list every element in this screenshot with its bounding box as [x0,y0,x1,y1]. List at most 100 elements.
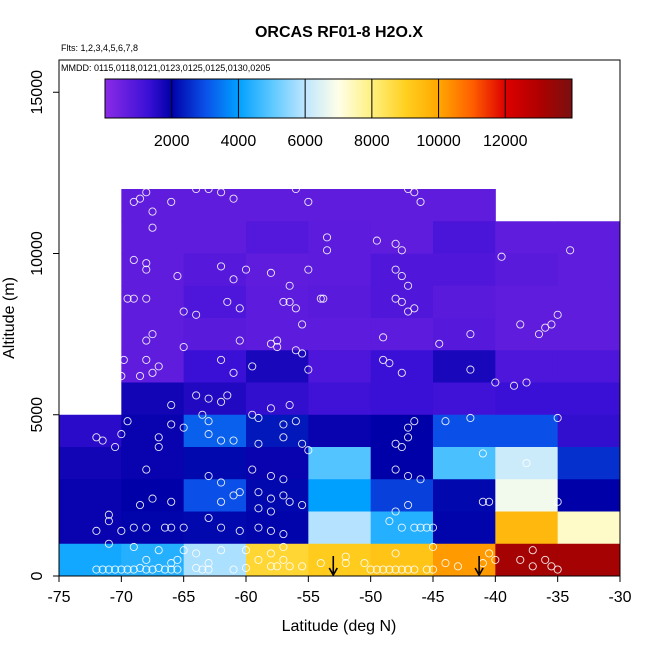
sample-point [129,197,138,206]
sample-point [422,523,431,532]
sample-point [160,523,170,532]
heatmap-cell [183,414,247,448]
heatmap-cell [183,318,247,351]
heatmap-cell [495,543,559,577]
sample-point [204,513,213,523]
sample-point [204,394,213,403]
heatmap-cell [246,543,309,577]
heatmap-cell [495,414,559,448]
x-axis: -75 -70 -65 -60 -55 -50 -45 -40 -35 -30 [47,576,632,606]
heatmap-cell [495,221,559,254]
sample-point [435,339,444,348]
heatmap-cell [246,511,309,545]
sample-point [316,294,325,303]
heatmap-cell [308,382,372,416]
sample-point [298,562,307,571]
sample-point [204,559,213,568]
sample-point [229,565,238,574]
sample-point [198,410,207,419]
sample-point [266,339,275,348]
sample-point [179,342,188,352]
sample-point [341,552,350,561]
heatmap-cell [557,447,621,480]
sample-point [316,559,325,568]
sample-point [217,523,226,532]
sample-point [360,559,369,568]
sample-point [154,362,163,371]
sample-point [154,563,163,572]
sample-point [404,433,413,442]
sample-point [522,378,531,387]
sample-point [404,307,413,316]
heatmap-cell [433,350,496,383]
heatmap-cell [557,543,621,577]
sample-point [148,494,157,503]
sample-point [142,355,151,364]
sample-point [204,471,213,481]
x-tick-label: -55 [297,589,320,606]
sample-point [372,236,381,245]
sample-point [522,459,531,468]
sample-point [217,478,226,487]
sample-point [229,194,238,203]
sample-point [123,565,132,574]
sample-point [229,436,238,445]
colorbar-tick-label: 12000 [483,133,528,150]
sample-point [516,320,525,329]
sample-point [266,494,275,503]
sample-point [254,488,263,497]
x-axis-label: Latitude (deg N) [282,618,397,635]
sample-point [404,471,413,481]
sample-point [298,500,307,510]
x-tick-label: -70 [110,589,133,606]
sample-point [192,184,201,194]
heatmap-cell [557,479,621,512]
sample-point [235,304,244,313]
sample-point [410,417,419,426]
heatmap-cell [246,318,309,351]
sample-point [98,436,107,445]
sample-point [154,546,163,555]
sample-point [223,391,232,400]
heatmap-cell [59,414,122,448]
sample-point [241,546,251,555]
sample-point [279,297,288,306]
sample-point [322,246,332,255]
colorbar-tick-label: 6000 [287,133,323,150]
heatmap-cell [557,253,621,287]
sample-point [304,365,313,374]
heatmap-cell [433,382,496,416]
y-tick-label: 0 [29,571,46,580]
heatmap-cell [433,221,496,254]
heatmap-cell [370,414,434,448]
sample-point [217,397,226,406]
sample-point [266,526,275,535]
heatmap-cell [246,382,309,416]
sample-point [404,500,413,510]
colorbar: 2000 4000 6000 8000 10000 12000 [104,78,573,150]
sample-point [285,562,294,571]
sample-point [404,565,413,574]
sample-point [198,565,207,574]
sample-point [217,436,226,445]
sample-point [248,410,257,419]
y-axis-label: Altitude (m) [1,277,18,359]
sample-point [391,439,400,448]
sample-point [173,565,182,574]
heatmap-cell [433,189,496,222]
sample-point [142,523,151,532]
heatmap-cell [495,382,559,416]
sample-point [217,262,226,271]
sample-point [154,433,163,442]
heatmap-cell [121,189,185,222]
sample-point [547,320,556,329]
sample-point [397,442,406,452]
heatmap-cell [370,479,434,512]
sample-point [254,413,263,423]
heatmap-cell [433,447,496,480]
sample-point [92,565,101,574]
sample-point [491,378,500,387]
heatmap-cell [370,318,434,351]
heatmap-cell [370,253,434,287]
heatmap-cell [59,479,122,512]
